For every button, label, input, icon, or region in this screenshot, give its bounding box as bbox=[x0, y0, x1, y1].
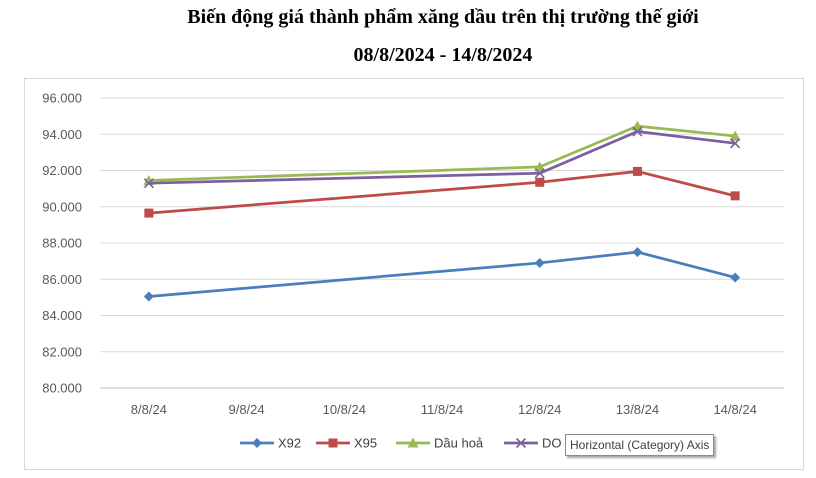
data-point[interactable] bbox=[143, 178, 154, 189]
series-do[interactable] bbox=[143, 126, 741, 189]
legend-marker[interactable] bbox=[328, 438, 338, 448]
x-axis: 8/8/24 9/8/24 10/8/24 11/8/24 12/8/24 13/8/24… bbox=[100, 387, 784, 417]
y-tick-label: 94.000 bbox=[42, 127, 82, 142]
x-tick-label: 11/8/24 bbox=[421, 402, 463, 417]
legend: X92 X95 Dầu hoả DO bbox=[240, 436, 562, 451]
legend-marker[interactable] bbox=[252, 438, 262, 448]
series-x95[interactable] bbox=[144, 166, 740, 218]
data-point[interactable] bbox=[143, 291, 154, 302]
legend-entry[interactable]: DO bbox=[504, 436, 562, 451]
y-axis: 80.000 82.000 84.000 86.000 88.000 90.000 92.0… bbox=[42, 91, 82, 396]
data-point[interactable] bbox=[534, 161, 546, 172]
data-point[interactable] bbox=[632, 247, 643, 258]
data-point[interactable] bbox=[534, 257, 545, 268]
legend-label: X95 bbox=[354, 436, 377, 451]
chart-title: Biến động giá thành phẩm xăng dầu trên t… bbox=[187, 6, 699, 28]
y-tick-label: 86.000 bbox=[42, 272, 82, 287]
data-point[interactable] bbox=[632, 126, 643, 137]
data-point[interactable] bbox=[730, 138, 741, 149]
legend-label: Dầu hoả bbox=[434, 436, 484, 451]
legend-label: X92 bbox=[278, 436, 301, 451]
data-point[interactable] bbox=[730, 191, 740, 201]
data-point[interactable] bbox=[729, 130, 741, 141]
y-tick-label: 96.000 bbox=[42, 91, 82, 106]
data-point[interactable] bbox=[632, 166, 642, 176]
legend-marker[interactable] bbox=[407, 437, 419, 448]
legend-label: DO bbox=[542, 436, 562, 451]
legend-entry[interactable]: X92 bbox=[240, 436, 301, 451]
series-x92[interactable] bbox=[143, 247, 741, 302]
series-line[interactable] bbox=[147, 130, 737, 185]
y-tick-label: 82.000 bbox=[42, 344, 82, 359]
gridlines bbox=[100, 97, 784, 389]
y-tick-label: 84.000 bbox=[42, 308, 82, 323]
legend-entry[interactable]: Dầu hoả bbox=[396, 436, 484, 451]
axis-tooltip: Horizontal (Category) Axis bbox=[565, 434, 715, 456]
legend-entry[interactable]: X95 bbox=[316, 436, 377, 451]
chart-subtitle: 08/8/2024 - 14/8/2024 bbox=[353, 44, 533, 66]
y-tick-label: 80.000 bbox=[42, 381, 82, 396]
series-group bbox=[143, 120, 741, 302]
legend-marker[interactable] bbox=[515, 437, 527, 449]
series-line[interactable] bbox=[147, 124, 737, 182]
y-tick-label: 92.000 bbox=[42, 163, 82, 178]
series-line[interactable] bbox=[147, 170, 737, 215]
x-tick-label: 14/8/24 bbox=[713, 402, 756, 417]
data-point[interactable] bbox=[535, 177, 545, 187]
x-tick-label: 12/8/24 bbox=[518, 402, 561, 417]
x-tick-label: 10/8/24 bbox=[323, 402, 366, 417]
x-tick-label: 8/8/24 bbox=[131, 402, 167, 417]
data-point[interactable] bbox=[730, 272, 741, 283]
x-tick-label: 13/8/24 bbox=[616, 402, 659, 417]
data-point[interactable] bbox=[144, 208, 154, 218]
y-tick-label: 88.000 bbox=[42, 236, 82, 251]
data-point[interactable] bbox=[534, 168, 545, 179]
y-tick-label: 90.000 bbox=[42, 199, 82, 214]
x-tick-label: 9/8/24 bbox=[228, 402, 264, 417]
series-line[interactable] bbox=[147, 250, 737, 298]
